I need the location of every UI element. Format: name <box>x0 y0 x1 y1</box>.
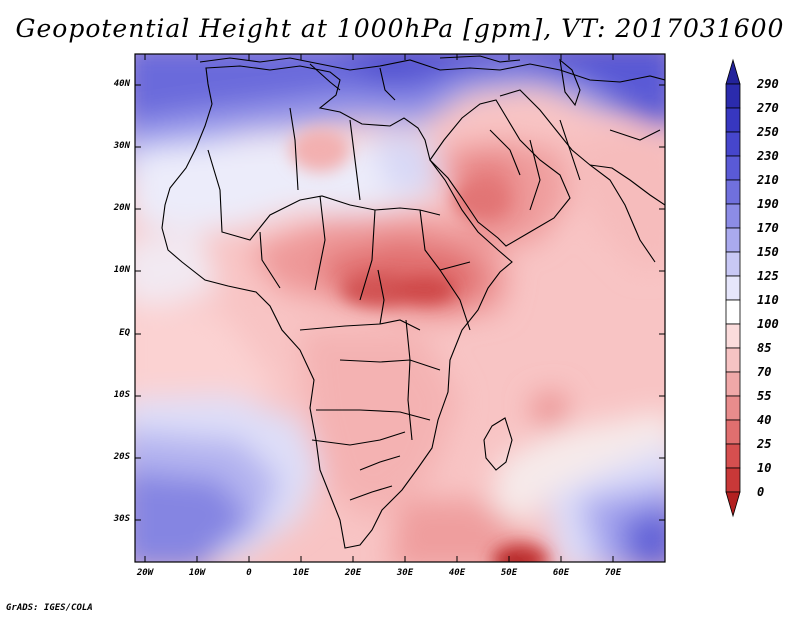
lat-label-eq: EQ <box>119 328 130 338</box>
colorbar-label-210: 210 <box>757 173 779 187</box>
colorbar-label-0: 0 <box>757 485 765 499</box>
lon-label-30e: 30E <box>396 568 414 578</box>
colorbar-label-170: 170 <box>757 221 779 235</box>
lat-label-30s: 30S <box>113 514 130 524</box>
lat-label-20n: 20N <box>113 203 130 213</box>
lat-label-10s: 10S <box>113 390 130 400</box>
colorbar-swatch <box>725 443 741 469</box>
colorbar-swatch <box>725 83 741 109</box>
colorbar-label-270: 270 <box>757 101 779 115</box>
axis-ticks <box>135 54 665 562</box>
colorbar-swatch <box>725 419 741 445</box>
colorbar-label-125: 125 <box>757 269 779 283</box>
colorbar-label-110: 110 <box>757 293 779 307</box>
colorbar-swatch <box>725 251 741 277</box>
colorbar-swatch <box>725 491 741 518</box>
grads-credit: GrADS: IGES/COLA <box>6 603 93 613</box>
lon-label-60e: 60E <box>552 568 570 578</box>
colorbar-swatch <box>725 371 741 397</box>
colorbar-label-55: 55 <box>757 389 772 403</box>
height-field <box>135 54 665 562</box>
colorbar-swatch <box>725 131 741 157</box>
colorbar-swatch <box>725 227 741 253</box>
colorbar-label-10: 10 <box>757 461 772 475</box>
colorbar-label-190: 190 <box>757 197 779 211</box>
lat-label-20s: 20S <box>113 452 130 462</box>
plot-frame <box>134 53 666 563</box>
lat-label-10n: 10N <box>113 265 130 275</box>
lon-label-50e: 50E <box>500 568 518 578</box>
lon-label-0: 0 <box>246 568 252 578</box>
lon-label-40e: 40E <box>448 568 466 578</box>
lon-label-10e: 10E <box>292 568 310 578</box>
colorbar-swatch <box>725 275 741 301</box>
colorbar-swatch <box>725 58 741 85</box>
colorbar-label-150: 150 <box>757 245 779 259</box>
colorbar-label-230: 230 <box>757 149 779 163</box>
map-title: Geopotential Height at 1000hPa [gpm], VT… <box>15 14 785 43</box>
colorbar-label-100: 100 <box>757 317 779 331</box>
colorbar-swatch <box>725 467 741 493</box>
colorbar-label-70: 70 <box>757 365 772 379</box>
colorbar-label-250: 250 <box>757 125 779 139</box>
colorbar-swatch <box>725 323 741 349</box>
colorbar <box>725 58 741 518</box>
lat-label-30n: 30N <box>113 141 130 151</box>
lon-label-20e: 20E <box>344 568 362 578</box>
colorbar-label-40: 40 <box>757 413 772 427</box>
colorbar-swatch <box>725 347 741 373</box>
lat-label-40n: 40N <box>113 79 130 89</box>
colorbar-swatch <box>725 203 741 229</box>
colorbar-swatch <box>725 299 741 325</box>
colorbar-label-85: 85 <box>757 341 772 355</box>
colorbar-swatch <box>725 155 741 181</box>
colorbar-label-290: 290 <box>757 77 779 91</box>
coastlines <box>161 55 665 549</box>
colorbar-swatch <box>725 395 741 421</box>
colorbar-label-25: 25 <box>757 437 772 451</box>
lon-label-20w: 20W <box>136 568 154 578</box>
colorbar-swatch <box>725 107 741 133</box>
lon-label-10w: 10W <box>188 568 206 578</box>
lon-label-70e: 70E <box>604 568 622 578</box>
colorbar-swatch <box>725 179 741 205</box>
